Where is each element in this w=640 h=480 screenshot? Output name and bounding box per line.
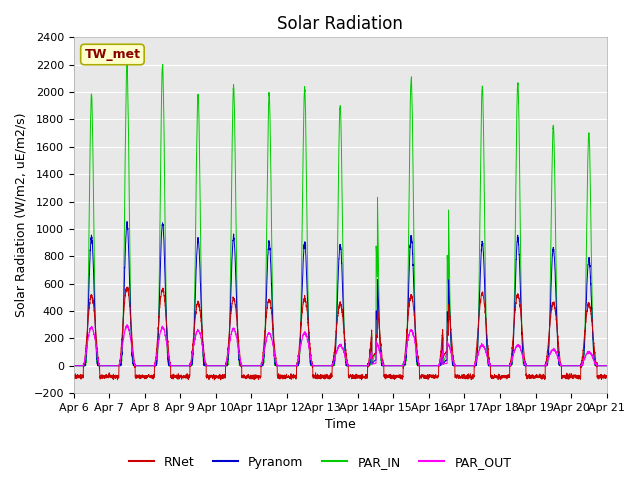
PAR_IN xyxy=(430,363,438,369)
Pyranom xyxy=(490,363,497,369)
PAR_IN xyxy=(490,363,497,369)
RNet xyxy=(430,376,438,382)
Pyranom xyxy=(602,363,610,369)
RNet xyxy=(460,373,467,379)
RNet xyxy=(166,358,173,363)
RNet xyxy=(490,375,498,381)
X-axis label: Time: Time xyxy=(324,419,356,432)
Pyranom xyxy=(430,363,438,369)
PAR_IN xyxy=(166,362,173,368)
PAR_IN xyxy=(321,363,328,369)
PAR_IN xyxy=(460,363,467,369)
PAR_OUT xyxy=(166,359,173,364)
PAR_OUT xyxy=(460,363,467,369)
Pyranom xyxy=(603,363,611,369)
PAR_OUT xyxy=(603,363,611,369)
Line: Pyranom: Pyranom xyxy=(74,222,607,366)
RNet xyxy=(603,374,611,380)
Pyranom xyxy=(321,363,328,369)
PAR_OUT xyxy=(123,322,131,328)
Pyranom xyxy=(166,362,173,368)
Pyranom xyxy=(460,363,467,369)
RNet xyxy=(124,284,132,290)
PAR_IN xyxy=(603,363,611,369)
RNet xyxy=(602,372,610,378)
Line: RNet: RNet xyxy=(74,287,607,380)
Legend: RNet, Pyranom, PAR_IN, PAR_OUT: RNet, Pyranom, PAR_IN, PAR_OUT xyxy=(124,451,516,474)
Line: PAR_OUT: PAR_OUT xyxy=(74,325,607,366)
PAR_IN xyxy=(124,61,131,67)
PAR_OUT xyxy=(321,363,328,369)
PAR_OUT xyxy=(602,363,610,369)
Y-axis label: Solar Radiation (W/m2, uE/m2/s): Solar Radiation (W/m2, uE/m2/s) xyxy=(15,113,28,317)
Text: TW_met: TW_met xyxy=(84,48,140,61)
PAR_OUT xyxy=(70,363,77,369)
Title: Solar Radiation: Solar Radiation xyxy=(277,15,403,33)
PAR_OUT xyxy=(430,363,438,369)
PAR_OUT xyxy=(490,363,497,369)
Line: PAR_IN: PAR_IN xyxy=(74,64,607,366)
PAR_IN xyxy=(70,363,77,369)
RNet xyxy=(211,377,218,383)
Pyranom xyxy=(70,363,77,369)
PAR_IN xyxy=(602,363,610,369)
RNet xyxy=(321,375,328,381)
Pyranom xyxy=(124,219,131,225)
RNet xyxy=(70,374,77,380)
